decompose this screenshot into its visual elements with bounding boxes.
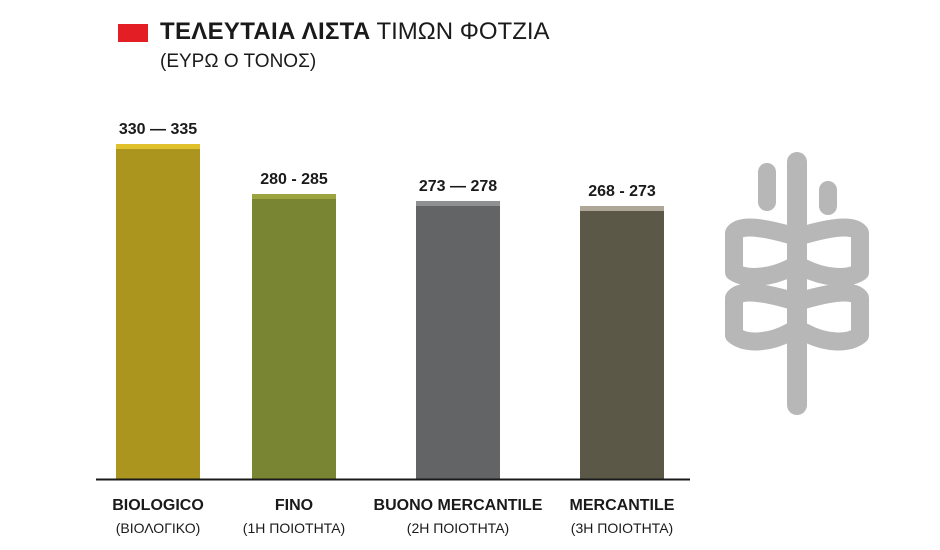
data-label-3: 273 — 278 — [419, 178, 497, 195]
category-label-1: BIOLOGICO — [112, 497, 204, 514]
bar-2-base — [252, 199, 336, 479]
data-label-4: 268 - 273 — [588, 183, 656, 200]
category-sublabel-3: (2Η ΠΟΙΟΤΗΤΑ) — [407, 520, 509, 536]
bar-2-range — [252, 194, 336, 199]
bar-1-range — [116, 144, 200, 149]
title-marker — [118, 24, 148, 42]
bar-3-range — [416, 201, 500, 206]
category-sublabel-1: (ΒΙΟΛΟΓΙΚΟ) — [116, 520, 201, 536]
category-sublabel-2: (1Η ΠΟΙΟΤΗΤΑ) — [243, 520, 345, 536]
bar-4-base — [580, 211, 664, 479]
chart-subtitle: (ΕΥΡΩ Ο ΤΟΝΟΣ) — [160, 51, 317, 72]
bar-1-base — [116, 149, 200, 479]
data-label-2: 280 - 285 — [260, 171, 328, 188]
bar-4-range — [580, 206, 664, 211]
chart-title-bold: ΤΕΛΕΥΤΑΙΑ ΛΙΣΤΑ — [160, 18, 371, 45]
category-label-4: MERCANTILE — [570, 497, 675, 514]
category-label-2: FINO — [275, 497, 313, 514]
category-sublabel-4: (3Η ΠΟΙΟΤΗΤΑ) — [571, 520, 673, 536]
chart-title: ΤΕΛΕΥΤΑΙΑ ΛΙΣΤΑ ΤΙΜΩΝ ΦΟΤΖΙΑ — [160, 16, 550, 48]
wheat-icon — [725, 152, 869, 415]
chart-title-rest: ΤΙΜΩΝ ΦΟΤΖΙΑ — [376, 18, 550, 45]
data-label-1: 330 — 335 — [119, 121, 197, 138]
bar-3-base — [416, 206, 500, 479]
category-label-3: BUONO MERCANTILE — [374, 497, 543, 514]
